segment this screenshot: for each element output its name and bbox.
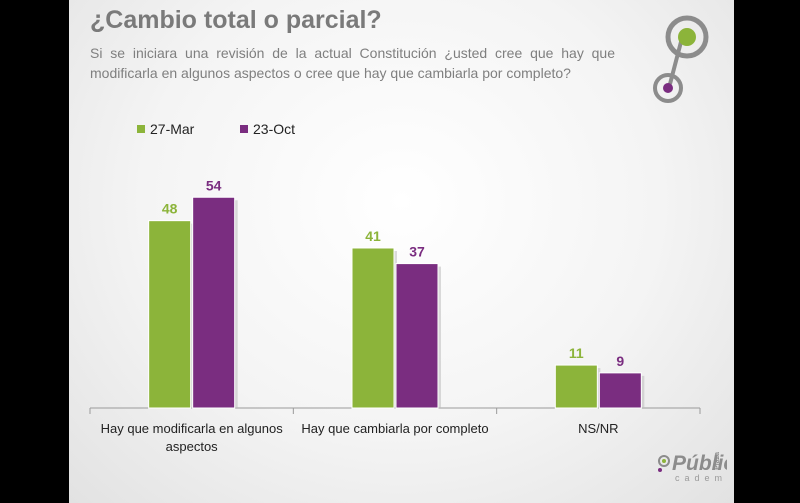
legend-label: 23-Oct (253, 121, 295, 137)
bar (395, 263, 439, 409)
bar (351, 247, 395, 409)
category-label: Hay que modificarla en algunos (101, 421, 284, 436)
rings-logo-icon (653, 15, 709, 103)
logo-main: Pública (672, 452, 727, 475)
bar (554, 364, 598, 409)
data-label: 41 (365, 228, 381, 244)
data-label: 54 (206, 177, 222, 193)
bar (192, 196, 236, 409)
bar (148, 220, 192, 409)
slide: ¿Cambio total o parcial? Si se iniciara … (69, 0, 734, 503)
chart-subtitle: Si se iniciara una revisión de la actual… (90, 45, 615, 81)
data-label: 11 (569, 345, 584, 361)
category-label: Hay que cambiarla por completo (301, 421, 488, 436)
chart-title: ¿Cambio total o parcial? (90, 6, 382, 34)
data-label: 37 (409, 244, 425, 260)
bar-chart: 48 54 Hay que modificarla en algunos aspect… (89, 121, 701, 454)
legend-swatch (137, 125, 145, 133)
plaza-publica-logo: Pública Plaza cadem (658, 452, 727, 483)
data-label: 9 (616, 353, 624, 369)
legend-label: 27-Mar (150, 121, 195, 137)
data-label: 48 (162, 201, 178, 217)
bar (598, 372, 642, 409)
legend-swatch (240, 125, 248, 133)
category-label: NS/NR (578, 421, 618, 436)
category-label: aspectos (166, 439, 219, 454)
logo-top: Plaza (714, 452, 721, 470)
logo-bottom: cadem (675, 473, 727, 483)
